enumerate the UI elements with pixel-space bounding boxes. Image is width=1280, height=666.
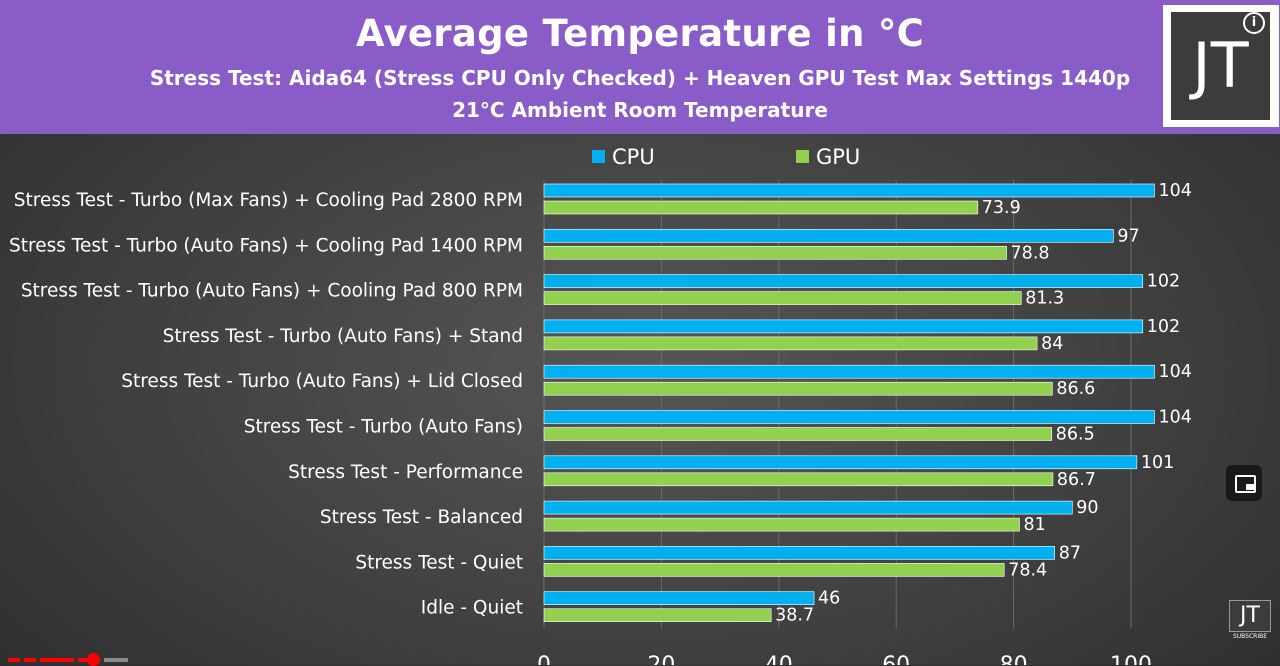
progress-played-segment xyxy=(24,658,36,662)
legend-item-cpu: CPU xyxy=(592,145,655,169)
cpu-bar xyxy=(543,229,1114,243)
gpu-bar xyxy=(543,517,1020,532)
channel-logo-text: JT xyxy=(1171,12,1270,120)
cpu-data-label: 101 xyxy=(1141,453,1174,473)
gpu-bar xyxy=(543,246,1007,260)
category-label: Stress Test - Turbo (Auto Fans) + Lid Cl… xyxy=(121,371,523,392)
x-tick-label: 40 xyxy=(765,653,793,665)
gpu-data-label: 81.3 xyxy=(1025,289,1064,309)
category-label: Stress Test - Balanced xyxy=(320,507,523,528)
cpu-data-label: 104 xyxy=(1158,181,1191,201)
subscribe-logo-text: JT xyxy=(1229,600,1271,632)
legend-item-gpu: GPU xyxy=(796,145,860,169)
category-label: Stress Test - Turbo (Max Fans) + Cooling… xyxy=(14,190,523,211)
pip-inset xyxy=(1246,484,1254,490)
x-tick-label: 100 xyxy=(1110,653,1152,665)
cpu-data-label: 46 xyxy=(818,589,840,609)
subscribe-label: SUBSCRIBE xyxy=(1232,633,1268,640)
info-icon[interactable]: i xyxy=(1243,12,1265,34)
x-tick-label: 80 xyxy=(1000,653,1028,665)
cpu-bar xyxy=(543,183,1155,198)
x-tick-label: 0 xyxy=(537,653,551,665)
gpu-bar xyxy=(543,336,1038,351)
gpu-bar xyxy=(543,563,1005,577)
legend-swatch-cpu xyxy=(592,149,605,163)
picture-in-picture-icon[interactable] xyxy=(1226,465,1262,501)
gpu-data-label: 78.8 xyxy=(1011,243,1050,263)
category-label: Stress Test - Turbo (Auto Fans) + Coolin… xyxy=(9,235,523,256)
progress-buffered-segment xyxy=(104,658,128,662)
category-label: Stress Test - Turbo (Auto Fans) + Stand xyxy=(163,326,523,347)
cpu-data-label: 87 xyxy=(1059,543,1081,563)
cpu-bar xyxy=(543,410,1155,424)
cpu-bar xyxy=(543,319,1144,334)
gpu-data-label: 81 xyxy=(1023,515,1045,535)
progress-scrubber-handle[interactable] xyxy=(87,653,100,666)
x-tick-label: 60 xyxy=(882,653,910,665)
cpu-bar xyxy=(543,455,1138,470)
chart-subtitle: Stress Test: Aida64 (Stress CPU Only Che… xyxy=(149,66,1131,90)
gpu-bar xyxy=(543,291,1022,305)
cpu-data-label: 102 xyxy=(1147,317,1180,337)
gpu-data-label: 86.7 xyxy=(1057,470,1096,490)
category-label: Stress Test - Turbo (Auto Fans) xyxy=(244,417,523,438)
cpu-data-label: 104 xyxy=(1158,408,1191,428)
cpu-data-label: 102 xyxy=(1147,272,1180,292)
legend-swatch-gpu xyxy=(796,149,809,163)
category-label: Stress Test - Turbo (Auto Fans) + Coolin… xyxy=(21,281,523,302)
gpu-bar xyxy=(543,200,979,215)
gpu-bar xyxy=(543,381,1053,396)
progress-played-segment xyxy=(8,658,20,662)
video-progress-bar[interactable] xyxy=(0,658,1280,662)
gpu-bar xyxy=(543,608,772,623)
cpu-data-label: 90 xyxy=(1076,498,1098,518)
channel-logo: JT xyxy=(1163,5,1279,127)
legend-label-cpu: CPU xyxy=(612,145,655,169)
chart-title: Average Temperature in °C xyxy=(355,12,925,55)
gpu-data-label: 73.9 xyxy=(982,198,1021,218)
category-label: Idle - Quiet xyxy=(421,598,523,619)
category-label: Stress Test - Performance xyxy=(288,462,523,483)
pip-frame xyxy=(1235,475,1256,493)
category-label: Stress Test - Quiet xyxy=(355,552,523,573)
cpu-data-label: 104 xyxy=(1158,362,1191,382)
x-tick-label: 20 xyxy=(647,653,675,665)
cpu-data-label: 97 xyxy=(1117,226,1139,246)
gpu-bar xyxy=(543,472,1054,487)
cpu-bar xyxy=(543,546,1055,560)
cpu-bar xyxy=(543,500,1073,515)
progress-played-segment xyxy=(78,658,90,662)
gpu-data-label: 84 xyxy=(1041,334,1063,354)
cpu-bar xyxy=(543,364,1155,379)
cpu-bar xyxy=(543,274,1144,288)
legend-label-gpu: GPU xyxy=(816,145,861,169)
gpu-data-label: 86.6 xyxy=(1056,379,1095,399)
cpu-bar xyxy=(543,591,815,606)
gpu-data-label: 86.5 xyxy=(1056,425,1095,445)
gpu-bar xyxy=(543,427,1053,441)
gpu-data-label: 38.7 xyxy=(775,606,814,626)
gpu-data-label: 78.4 xyxy=(1008,560,1047,580)
header-banner: Average Temperature in °C Stress Test: A… xyxy=(0,0,1280,134)
subscribe-watermark[interactable]: JT SUBSCRIBE xyxy=(1229,600,1271,640)
chart-subtitle-ambient: 21°C Ambient Room Temperature xyxy=(452,98,828,122)
progress-played-segment xyxy=(40,658,74,662)
